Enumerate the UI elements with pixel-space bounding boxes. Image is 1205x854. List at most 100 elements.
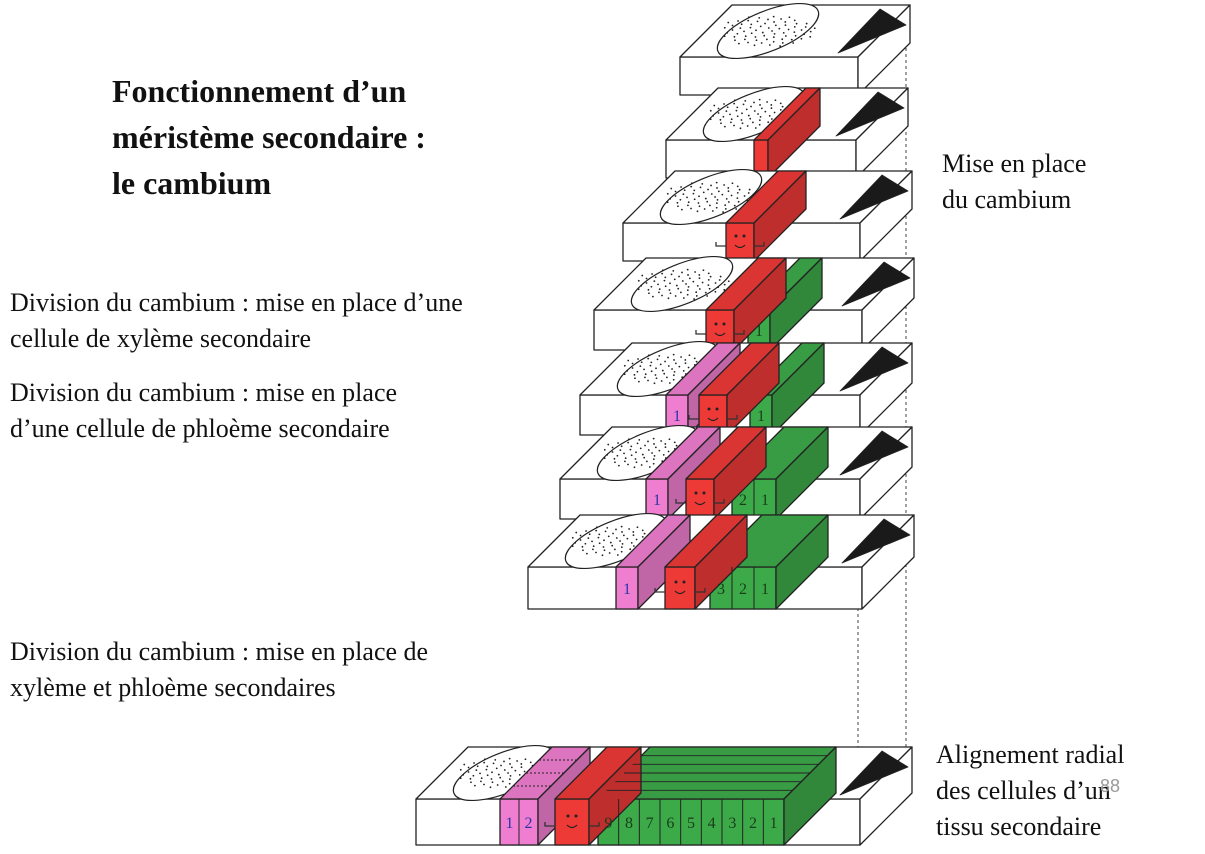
- stipple-dot: [687, 204, 689, 207]
- stipple-dot: [793, 25, 796, 28]
- stipple-dot: [729, 113, 731, 116]
- stipple-dot: [733, 204, 736, 207]
- stipple-dot: [766, 101, 768, 103]
- stipple-dot: [630, 445, 633, 448]
- stipple-dot: [508, 757, 511, 760]
- stipple-dot: [803, 33, 806, 36]
- stipple-dot: [753, 101, 755, 104]
- stipple-dot: [640, 464, 643, 466]
- xylem-cell-number: 2: [749, 815, 757, 832]
- stipple-dot: [661, 272, 664, 275]
- stipple-dot: [770, 107, 773, 110]
- label-line: du cambium: [942, 185, 1072, 214]
- stipple-dot: [794, 34, 797, 37]
- stipple-dot: [603, 457, 606, 460]
- stipple-dot: [669, 282, 671, 285]
- label-alignement: Alignement radial des cellules d’un tiss…: [936, 737, 1124, 845]
- stipple-dot: [753, 44, 756, 47]
- stipple-dot: [713, 104, 716, 107]
- stipple-dot: [755, 29, 757, 32]
- stipple-dot: [714, 282, 717, 284]
- stipple-dot: [723, 184, 725, 186]
- stipple-dot: [687, 366, 690, 369]
- cambium-band-side: [713, 426, 767, 520]
- stipple-dot: [666, 201, 669, 204]
- stipple-dot: [673, 359, 675, 361]
- stipple-dot: [603, 539, 605, 542]
- cambium-eye: [694, 491, 698, 495]
- stipple-dot: [489, 786, 492, 789]
- cambium-mouth: [694, 501, 706, 506]
- stipple-dot: [595, 526, 598, 529]
- pith-triangle: [839, 430, 909, 476]
- stipple-dot: [677, 205, 679, 208]
- stipple-dot: [667, 365, 670, 367]
- stipple-dot: [737, 200, 740, 203]
- stipple-dot: [754, 127, 757, 129]
- stipple-dot: [731, 182, 734, 185]
- stipple-dot: [650, 370, 653, 373]
- pith-triangle: [841, 518, 911, 564]
- stipple-dot: [635, 451, 637, 454]
- stipple-dot: [805, 22, 808, 25]
- cambium-eye: [714, 322, 718, 326]
- stipple-dot: [755, 39, 758, 42]
- stipple-dot: [758, 98, 761, 101]
- stipple-dot: [607, 535, 610, 538]
- xylem-band-side: [771, 342, 825, 436]
- stipple-dot: [693, 357, 696, 360]
- stipple-dot: [699, 186, 702, 189]
- stipple-dot: [718, 279, 721, 281]
- stipple-dot: [772, 40, 775, 43]
- stipple-dot: [682, 370, 685, 372]
- cambium-arm-right: [754, 242, 765, 247]
- stipple-dot: [623, 364, 626, 367]
- cambium-arm-left: [715, 242, 726, 247]
- cambium-arm-left: [654, 588, 665, 593]
- stipple-dot: [743, 195, 746, 197]
- cambium-band-front: [554, 798, 590, 846]
- stipple-dot: [716, 198, 719, 201]
- stipple-dot: [667, 356, 669, 359]
- stipple-dot: [644, 373, 647, 376]
- stipple-dot: [685, 283, 687, 285]
- stipple-dot: [760, 107, 763, 110]
- stipple-dot: [629, 448, 632, 451]
- stipple-dot: [674, 190, 677, 193]
- stipple-dot: [677, 287, 680, 290]
- stipple-dot: [592, 545, 595, 548]
- stipple-dot: [809, 30, 812, 33]
- stipple-dot: [727, 280, 730, 283]
- stipple-dot: [707, 284, 710, 287]
- stipple-dot: [601, 554, 604, 557]
- stipple-dot: [606, 453, 609, 456]
- stipple-dot: [723, 283, 726, 286]
- stipple-dot: [779, 45, 782, 47]
- stipple-dot: [616, 554, 619, 556]
- stipple-dot: [486, 765, 489, 768]
- stipple-dot: [641, 453, 644, 456]
- cortex-oval: [716, 2, 820, 60]
- xylem-cell-number: 1: [761, 492, 769, 509]
- stipple-dot: [715, 202, 718, 205]
- stipple-dot: [585, 530, 587, 532]
- stipple-dot: [670, 187, 673, 190]
- stipple-dot: [653, 382, 656, 385]
- stipple-dot: [574, 541, 577, 544]
- stipple-dot: [620, 550, 623, 553]
- stipple-dot: [740, 23, 743, 26]
- stipple-dot: [730, 194, 733, 197]
- cambium-arm-left: [695, 330, 706, 335]
- label-division-phloeme: Division du cambium : mise en place d’un…: [10, 375, 397, 447]
- stipple-dot: [767, 18, 769, 21]
- stipple-dot: [690, 185, 693, 188]
- stipple-dot: [772, 15, 775, 18]
- xylem-cell-number: 2: [739, 492, 747, 509]
- cambium-band-front: [725, 222, 755, 262]
- stipple-dot: [735, 109, 738, 112]
- stipple-dot: [628, 528, 630, 530]
- stipple-dot: [763, 34, 766, 37]
- stipple-dot: [750, 23, 753, 26]
- stipple-dot: [742, 103, 745, 106]
- stipple-dot: [644, 376, 646, 379]
